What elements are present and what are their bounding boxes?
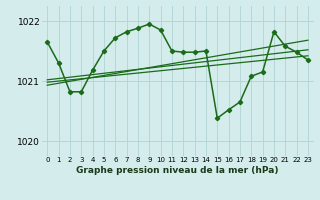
X-axis label: Graphe pression niveau de la mer (hPa): Graphe pression niveau de la mer (hPa) <box>76 166 279 175</box>
